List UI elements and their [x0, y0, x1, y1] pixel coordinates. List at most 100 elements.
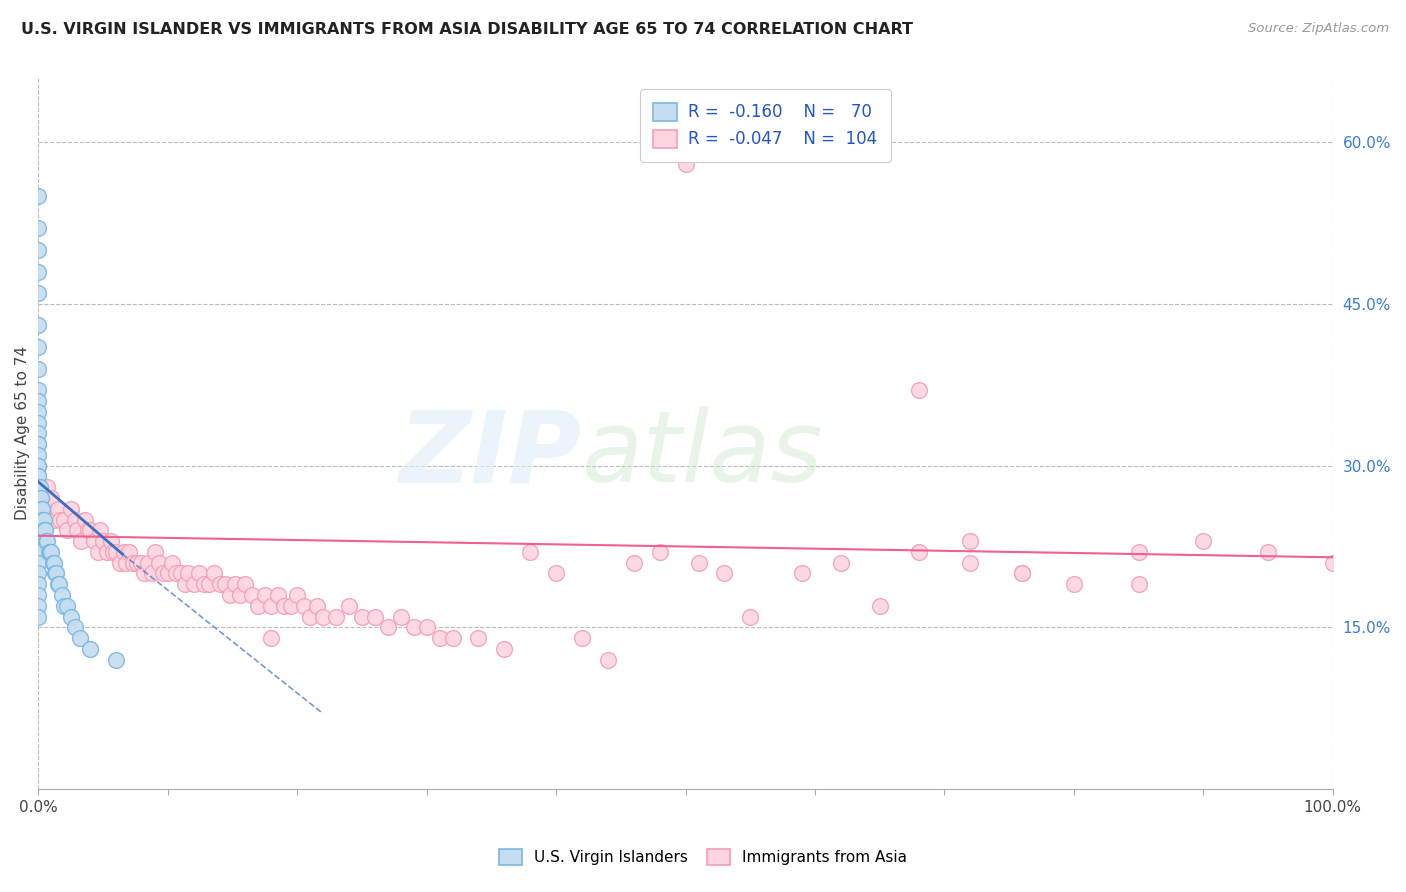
- Point: [148, 556, 170, 570]
- Point: [364, 609, 387, 624]
- Point: [31, 512, 53, 526]
- Point: [41, 556, 63, 570]
- Point: [202, 566, 225, 581]
- Point: [34, 524, 56, 538]
- Point: [27, 469, 49, 483]
- Point: [267, 588, 290, 602]
- Y-axis label: Disability Age 65 to 74: Disability Age 65 to 74: [15, 346, 30, 520]
- Point: [1011, 566, 1033, 581]
- Point: [27, 599, 49, 613]
- Point: [51, 588, 73, 602]
- Point: [299, 609, 322, 624]
- Point: [165, 566, 187, 581]
- Point: [63, 512, 86, 526]
- Point: [27, 501, 49, 516]
- Point: [38, 545, 60, 559]
- Point: [27, 437, 49, 451]
- Point: [49, 512, 72, 526]
- Text: atlas: atlas: [582, 406, 824, 503]
- Point: [105, 653, 128, 667]
- Point: [27, 501, 49, 516]
- Point: [389, 609, 412, 624]
- Point: [623, 556, 645, 570]
- Point: [429, 631, 451, 645]
- Point: [1011, 566, 1033, 581]
- Point: [79, 642, 101, 657]
- Point: [42, 556, 65, 570]
- Point: [46, 501, 69, 516]
- Point: [170, 566, 193, 581]
- Point: [415, 620, 437, 634]
- Point: [247, 599, 270, 613]
- Point: [100, 534, 122, 549]
- Point: [112, 545, 135, 559]
- Point: [156, 566, 179, 581]
- Point: [208, 577, 231, 591]
- Point: [325, 609, 347, 624]
- Point: [292, 599, 315, 613]
- Point: [959, 534, 981, 549]
- Point: [28, 480, 51, 494]
- Point: [87, 545, 110, 559]
- Text: U.S. VIRGIN ISLANDER VS IMMIGRANTS FROM ASIA DISABILITY AGE 65 TO 74 CORRELATION: U.S. VIRGIN ISLANDER VS IMMIGRANTS FROM …: [21, 22, 912, 37]
- Point: [69, 631, 91, 645]
- Point: [467, 631, 489, 645]
- Point: [27, 426, 49, 441]
- Point: [27, 480, 49, 494]
- Point: [118, 545, 141, 559]
- Point: [27, 534, 49, 549]
- Point: [27, 458, 49, 473]
- Point: [27, 405, 49, 419]
- Point: [34, 524, 56, 538]
- Point: [1257, 545, 1279, 559]
- Point: [790, 566, 813, 581]
- Legend: U.S. Virgin Islanders, Immigrants from Asia: U.S. Virgin Islanders, Immigrants from A…: [494, 843, 912, 871]
- Point: [125, 556, 148, 570]
- Point: [27, 383, 49, 397]
- Point: [28, 491, 51, 505]
- Point: [37, 480, 59, 494]
- Point: [198, 577, 221, 591]
- Point: [312, 609, 335, 624]
- Point: [377, 620, 399, 634]
- Point: [959, 556, 981, 570]
- Point: [187, 566, 209, 581]
- Point: [76, 524, 98, 538]
- Point: [73, 512, 96, 526]
- Point: [596, 653, 619, 667]
- Point: [193, 577, 215, 591]
- Point: [27, 566, 49, 581]
- Point: [173, 577, 195, 591]
- Point: [83, 534, 105, 549]
- Point: [39, 545, 62, 559]
- Point: [27, 524, 49, 538]
- Point: [648, 545, 671, 559]
- Point: [160, 556, 183, 570]
- Point: [27, 416, 49, 430]
- Point: [907, 383, 929, 397]
- Point: [63, 620, 86, 634]
- Point: [177, 566, 200, 581]
- Point: [121, 556, 143, 570]
- Point: [27, 609, 49, 624]
- Point: [240, 588, 263, 602]
- Point: [1128, 577, 1150, 591]
- Point: [27, 361, 49, 376]
- Point: [27, 264, 49, 278]
- Point: [27, 480, 49, 494]
- Point: [115, 556, 138, 570]
- Point: [27, 243, 49, 257]
- Point: [141, 566, 163, 581]
- Point: [675, 157, 697, 171]
- Point: [66, 524, 89, 538]
- Point: [96, 545, 118, 559]
- Point: [30, 491, 52, 505]
- Point: [46, 577, 69, 591]
- Point: [224, 577, 246, 591]
- Point: [53, 599, 76, 613]
- Point: [134, 566, 156, 581]
- Point: [143, 545, 166, 559]
- Point: [129, 556, 152, 570]
- Point: [688, 556, 710, 570]
- Point: [285, 588, 308, 602]
